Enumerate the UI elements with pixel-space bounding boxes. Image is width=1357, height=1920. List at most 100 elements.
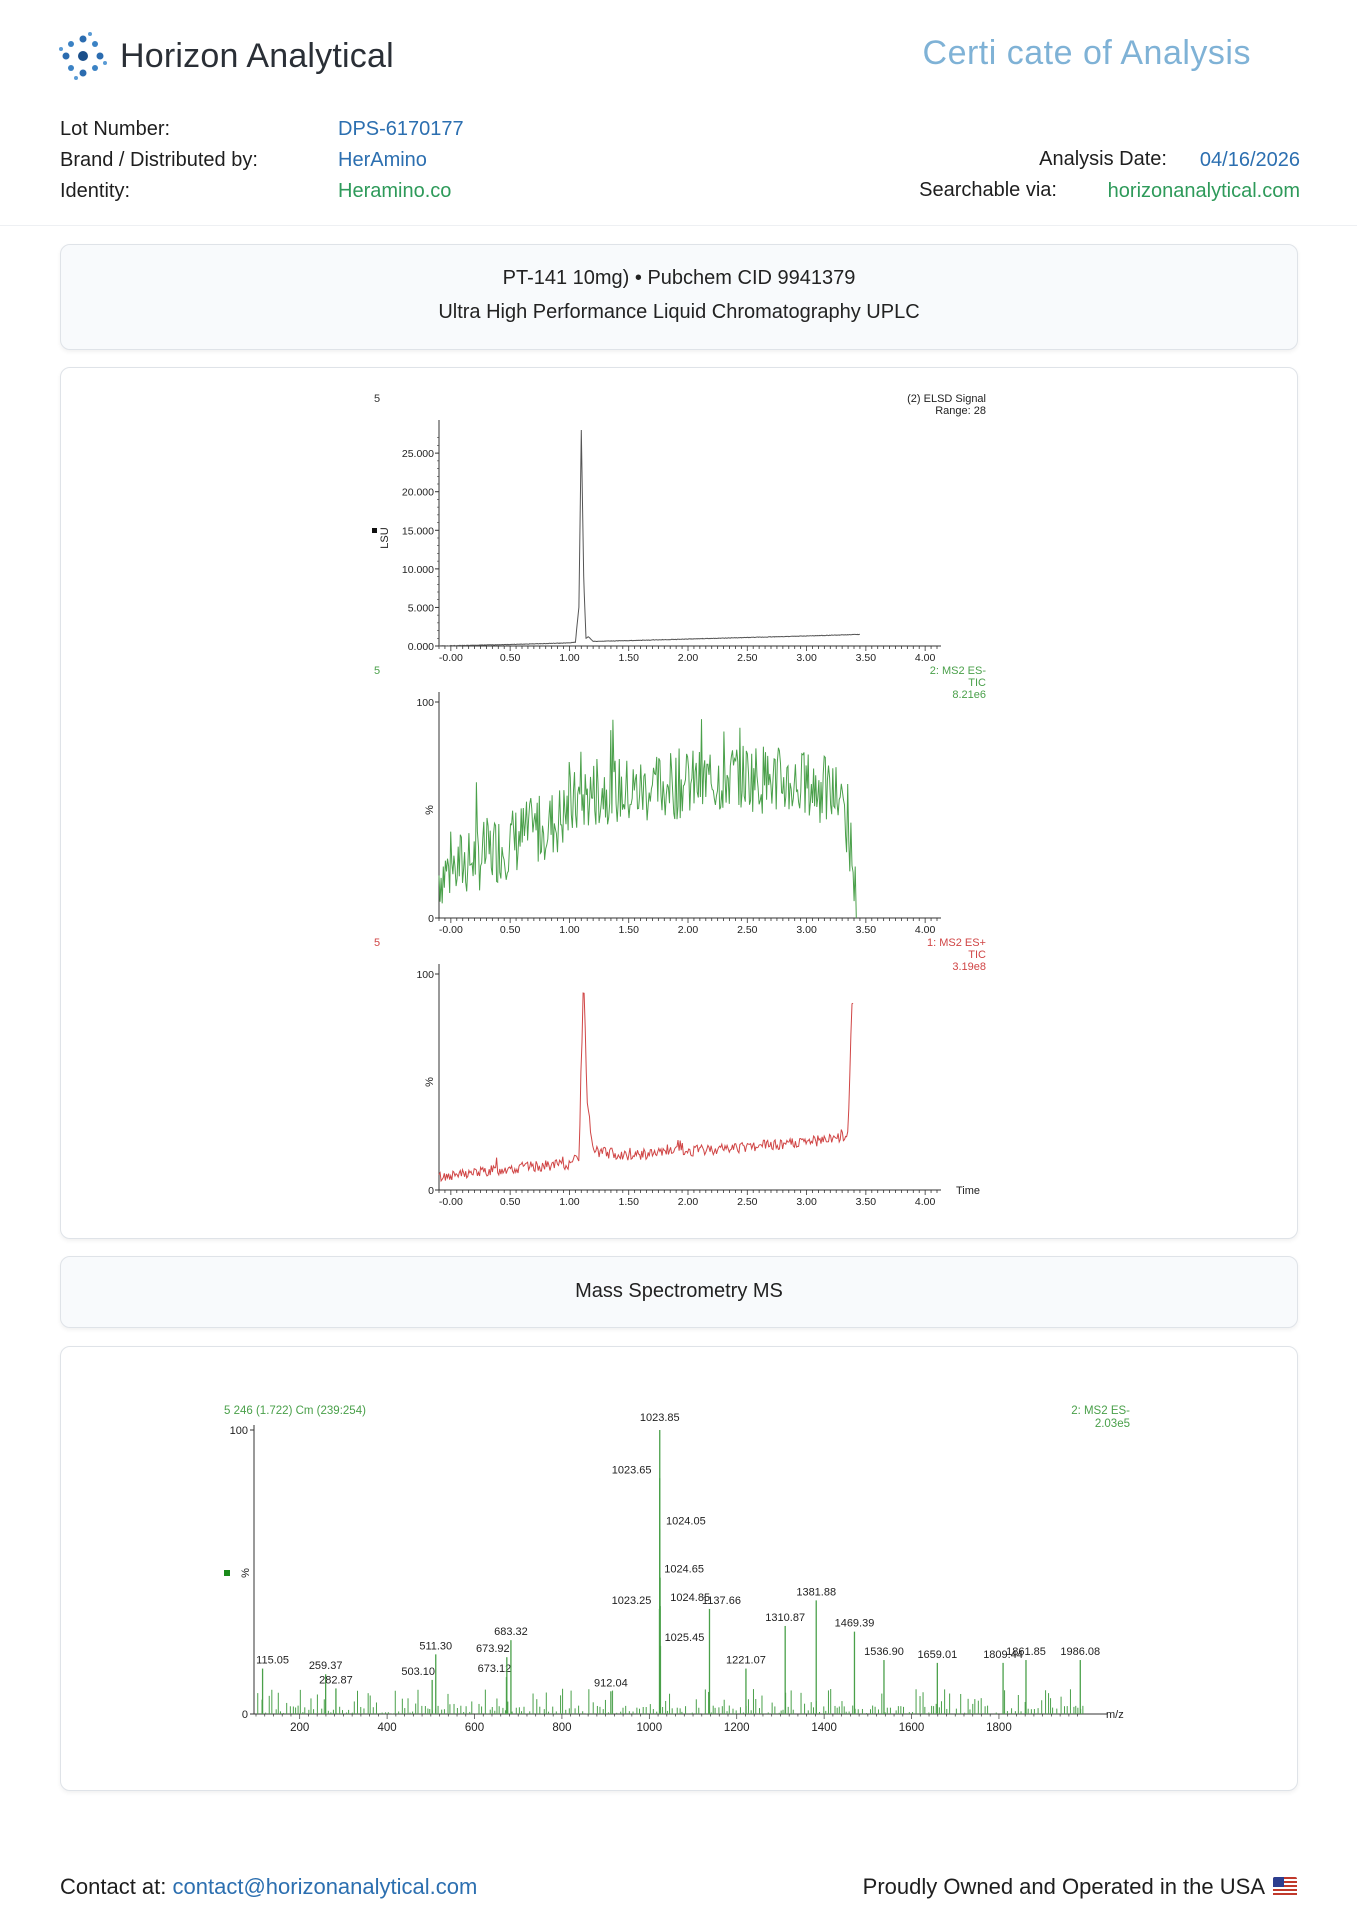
x-tick-label: -0.00	[439, 652, 463, 664]
document-header: Horizon Analytical Certi cate of Analysi…	[0, 0, 1357, 226]
x-tick-label: 1.00	[559, 924, 580, 936]
x-tick-label: 1.50	[618, 652, 639, 664]
uplc-chart-card: 5 (2) ELSD Signal Range: 28 -0.00 0.50 1.00 1.…	[60, 367, 1298, 1239]
panel-legend-line: TIC	[968, 677, 986, 689]
y-tick-label: 0	[428, 1185, 434, 1197]
peak-label: 1221.07	[726, 1655, 766, 1667]
peak-label: 1469.39	[835, 1618, 875, 1630]
x-tick-label: 0.50	[500, 924, 521, 936]
x-tick-label: 1.50	[618, 1196, 639, 1208]
peak-label: 673.92	[476, 1643, 510, 1655]
x-tick-label: 1800	[986, 1722, 1012, 1734]
x-tick-label: 1.00	[559, 1196, 580, 1208]
x-tick-label: 0.50	[500, 652, 521, 664]
compound-line: PT-141 10mg) • Pubchem CID 9941379	[502, 267, 856, 289]
panel-number: 5	[374, 937, 380, 949]
x-tick-label: 4.00	[915, 924, 936, 936]
ms-title: Mass Spectrometry MS	[575, 1280, 783, 1302]
x-tick-label: 3.00	[796, 652, 817, 664]
contact-label: Contact at:	[60, 1874, 167, 1899]
x-tick-label: 3.00	[796, 1196, 817, 1208]
peak-label: 1023.85	[640, 1412, 680, 1424]
x-tick-label: 2.50	[737, 652, 758, 664]
spectrum-header-label: 5 246 (1.722) Cm (239:254)	[224, 1405, 366, 1417]
brand-logo: Horizon Analytical	[58, 28, 394, 84]
uplc-title-card: PT-141 10mg) • Pubchem CID 9941379 Ultra…	[60, 244, 1298, 350]
x-tick-label: 3.50	[856, 652, 877, 664]
x-axis-label: Time	[956, 1185, 980, 1197]
peak-label: 1381.88	[796, 1586, 836, 1598]
analysis-date-value: 04/16/2026	[1199, 149, 1300, 171]
y-tick-label: 100	[416, 969, 434, 981]
y-tick-label: 5.000	[408, 602, 434, 614]
peak-label: 1024.65	[664, 1564, 704, 1576]
y-tick-label: 15.000	[402, 525, 434, 537]
panel-number: 5	[374, 393, 380, 405]
peak-label: 115.05	[256, 1655, 289, 1667]
spectrum-legend-line: 2: MS2 ES-	[1071, 1405, 1130, 1417]
lot-number-label: Lot Number:	[60, 118, 171, 140]
peak-label: 912.04	[594, 1677, 628, 1689]
contact-line: Contact at: contact@horizonanalytical.co…	[60, 1874, 477, 1900]
y-tick-label: 100	[416, 697, 434, 709]
y-tick-label: 0.000	[408, 641, 434, 653]
y-tick-label: 20.000	[402, 487, 434, 499]
horizon-logo-icon	[59, 32, 107, 80]
peak-label: 673.12	[478, 1663, 512, 1675]
brand-distributor-value: HerAmino	[338, 149, 427, 171]
peak-label: 1137.66	[702, 1595, 741, 1607]
x-tick-label: 4.00	[915, 1196, 936, 1208]
x-tick-label: 2.00	[678, 652, 699, 664]
x-tick-label: 800	[552, 1722, 571, 1734]
y-tick-label: 25.000	[402, 448, 434, 460]
peak-label: 1536.90	[864, 1646, 904, 1658]
x-tick-label: 2.00	[678, 1196, 699, 1208]
y-tick-label: 0	[242, 1709, 248, 1721]
x-tick-label: 1400	[811, 1722, 837, 1734]
peak-label: 282.87	[319, 1674, 353, 1686]
searchable-via-value[interactable]: horizonanalytical.com	[1107, 180, 1300, 202]
x-tick-label: 1600	[899, 1722, 925, 1734]
contact-email-link[interactable]: contact@horizonanalytical.com	[172, 1874, 478, 1899]
x-tick-label: 200	[290, 1722, 309, 1734]
series-trace	[438, 992, 854, 1183]
peak-label: 259.37	[309, 1660, 343, 1672]
x-tick-label: 1.50	[618, 924, 639, 936]
peak-label: 1861.85	[1006, 1646, 1046, 1658]
peak-label: 1024.05	[666, 1515, 706, 1527]
y-axis-label: LSU	[379, 527, 391, 548]
x-tick-label: 3.50	[856, 1196, 877, 1208]
y-axis-label: %	[424, 1077, 436, 1087]
x-tick-label: 600	[465, 1722, 484, 1734]
x-tick-label: 2.50	[737, 1196, 758, 1208]
x-tick-label: 2.00	[678, 924, 699, 936]
x-tick-label: 3.50	[856, 924, 877, 936]
panel-legend-line: 1: MS2 ES+	[927, 937, 986, 949]
peak-label: 1024.85	[670, 1592, 710, 1604]
y-tick-label: 10.000	[402, 564, 434, 576]
tagline-line: Proudly Owned and Operated in the USA	[863, 1874, 1297, 1900]
x-tick-label: -0.00	[439, 1196, 463, 1208]
ms-chart-card: 5 246 (1.722) Cm (239:254) 2: MS2 ES- 2.03…	[60, 1346, 1298, 1791]
identity-label: Identity:	[60, 180, 131, 202]
x-axis-label: m/z	[1106, 1709, 1124, 1721]
panel-legend-line: 2: MS2 ES-	[930, 665, 987, 677]
peak-label: 1023.65	[612, 1464, 652, 1476]
peak-label: 511.30	[419, 1640, 452, 1652]
x-tick-label: 1.00	[559, 652, 580, 664]
analysis-date-label: Analysis Date:	[1039, 148, 1167, 170]
searchable-via-label: Searchable via:	[919, 179, 1057, 201]
panel-legend-line: 8.21e6	[952, 689, 986, 701]
ms-plot: 5 246 (1.722) Cm (239:254) 2: MS2 ES-2.03…	[224, 1405, 1130, 1734]
lot-number-value: DPS-6170177	[338, 118, 464, 140]
peak-label: 1659.01	[917, 1649, 957, 1661]
brand-distributor-label: Brand / Distributed by:	[60, 149, 258, 171]
spectrum-legend-line: 2.03e5	[1095, 1418, 1130, 1430]
x-tick-label: 1000	[637, 1722, 663, 1734]
panel-number: 5	[374, 665, 380, 677]
y-tick-label: 100	[230, 1425, 248, 1437]
